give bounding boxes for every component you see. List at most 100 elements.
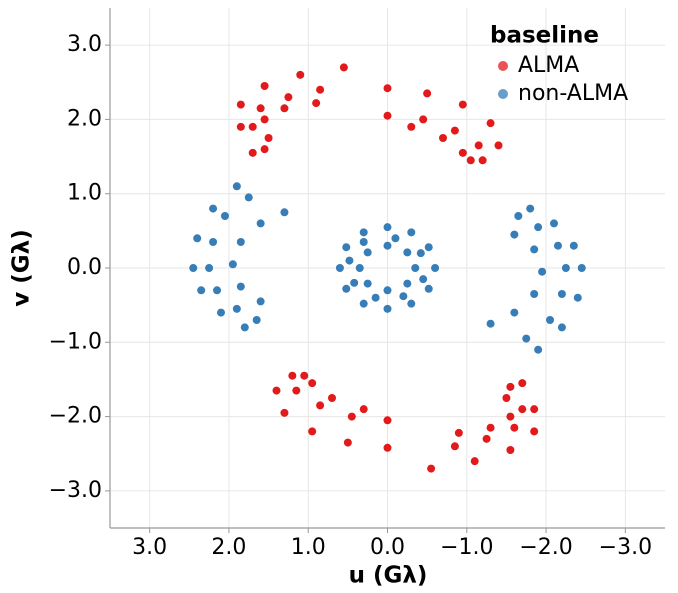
point [359, 405, 368, 414]
point [474, 141, 483, 150]
point [486, 423, 495, 432]
point [209, 238, 218, 246]
x-tick-label: 1.0 [291, 535, 326, 560]
point [355, 264, 364, 272]
point [197, 286, 206, 295]
point [236, 100, 245, 109]
point [407, 228, 416, 237]
legend-label: ALMA [518, 53, 579, 78]
point [363, 248, 372, 257]
point [272, 386, 281, 395]
point [256, 104, 265, 113]
point [339, 63, 348, 72]
point [280, 208, 289, 217]
legend-title: baseline [490, 23, 599, 49]
point [359, 228, 368, 237]
point [557, 290, 566, 298]
series [236, 63, 539, 473]
point [561, 264, 570, 272]
point [419, 275, 428, 284]
point [209, 204, 218, 213]
point [280, 104, 289, 113]
point [342, 284, 351, 293]
point [296, 70, 305, 79]
point [260, 82, 269, 90]
point [363, 279, 372, 288]
point [308, 379, 317, 388]
x-tick-label: 2.0 [211, 535, 246, 560]
point [416, 249, 425, 258]
point [510, 308, 519, 317]
point [292, 386, 301, 395]
point [530, 290, 539, 298]
point [383, 223, 392, 232]
point [300, 371, 309, 380]
point [506, 382, 515, 391]
point [486, 319, 495, 328]
point [526, 204, 535, 213]
point [256, 297, 265, 306]
point [228, 260, 237, 269]
point [342, 243, 351, 252]
y-tick-label: 0.0 [67, 255, 102, 280]
point [260, 115, 269, 124]
point [193, 234, 202, 243]
point [383, 286, 392, 295]
point [538, 267, 547, 276]
point [482, 434, 491, 443]
point [506, 412, 515, 421]
point [383, 241, 392, 250]
point [359, 299, 368, 308]
point [232, 304, 241, 313]
y-tick-label: 1.0 [67, 181, 102, 206]
point [308, 427, 317, 436]
legend-label: non-ALMA [518, 81, 628, 106]
point [335, 264, 344, 272]
x-tick-label: 3.0 [132, 535, 167, 560]
point [240, 323, 249, 332]
point [244, 193, 253, 202]
point [256, 219, 265, 228]
point [350, 278, 359, 287]
point [407, 122, 416, 131]
y-tick-label: 3.0 [67, 32, 102, 57]
point [522, 334, 531, 343]
x-tick-label: −3.0 [599, 535, 652, 560]
point [403, 248, 412, 257]
point [450, 126, 459, 135]
x-tick-label: −2.0 [519, 535, 572, 560]
point [553, 241, 562, 250]
y-tick-label: −3.0 [49, 478, 102, 503]
point [220, 212, 229, 220]
point [213, 286, 222, 295]
point [458, 100, 467, 109]
point [454, 428, 463, 437]
point [252, 316, 261, 324]
point [530, 405, 539, 414]
point [419, 115, 428, 124]
point [518, 405, 527, 414]
point [431, 264, 440, 272]
point [530, 245, 539, 254]
point [494, 141, 503, 150]
point [260, 145, 269, 154]
point [383, 84, 392, 93]
point [569, 241, 578, 250]
point [236, 238, 245, 246]
point [359, 238, 368, 246]
point [280, 408, 289, 417]
point [391, 234, 400, 243]
point [424, 284, 433, 293]
point [427, 464, 436, 473]
point [248, 122, 257, 131]
point [439, 134, 447, 142]
point [486, 119, 495, 128]
point [383, 416, 392, 425]
point [466, 156, 475, 165]
point [423, 89, 432, 98]
y-tick-label: −2.0 [49, 404, 102, 429]
point [288, 371, 297, 380]
point [383, 304, 392, 313]
point [407, 299, 416, 308]
